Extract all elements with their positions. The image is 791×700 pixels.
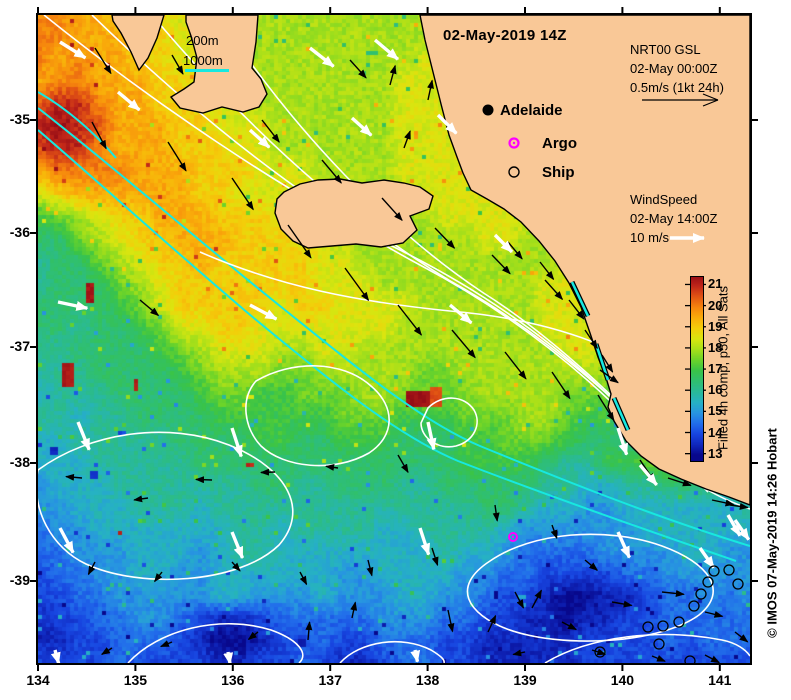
gsl-line3: 0.5m/s (1kt 24h) (630, 80, 724, 95)
argo-legend-label: Argo (542, 135, 577, 152)
x-tick-label: 136 (221, 672, 245, 688)
x-tick-label: 141 (708, 672, 732, 688)
x-tick-label: 135 (123, 672, 148, 688)
x-tick-label: 140 (610, 672, 635, 688)
depth-contour-legend-200m: 200m (186, 33, 219, 48)
x-tick-label: 134 (26, 672, 50, 688)
credit-text: © IMOS 07-May-2019 14:26 Hobart (764, 428, 780, 638)
y-tick-label: -35 (9, 111, 30, 127)
y-tick-label: -37 (9, 338, 30, 354)
colorbar (690, 276, 704, 462)
colorbar-tick-label: 19 (708, 318, 723, 334)
y-tick-label: -38 (9, 454, 30, 470)
x-tick-label: 137 (318, 672, 342, 688)
colorbar-tick-label: 21 (708, 276, 723, 292)
colorbar-tick-label: 18 (708, 339, 723, 355)
plot-border (36, 13, 752, 665)
adelaide-label: Adelaide (500, 102, 563, 119)
colorbar-tick-label: 16 (708, 382, 723, 398)
windspeed-annotation: WindSpeed 02-May 14:00Z 10 m/s (630, 190, 717, 247)
colorbar-tick-label: 15 (708, 403, 723, 419)
depth-contour-legend-1000m: 1000m (183, 53, 223, 68)
gsl-line2: 02-May 00:00Z (630, 61, 718, 76)
wind-line3: 10 m/s (630, 230, 670, 245)
wind-line1: WindSpeed (630, 192, 698, 207)
y-tick-label: -36 (9, 224, 30, 240)
ship-legend-label: Ship (542, 164, 575, 181)
x-tick-label: 138 (415, 672, 440, 688)
map-title: 02-May-2019 14Z (443, 27, 567, 44)
wind-line2: 02-May 14:00Z (630, 211, 718, 226)
y-tick-label: -39 (9, 572, 30, 588)
bathymetry-1000m-line-sample (185, 69, 229, 72)
colorbar-tick-label: 14 (708, 424, 723, 440)
gsl-line1: NRT00 GSL (630, 42, 701, 57)
colorbar-tick-label: 13 (708, 445, 723, 461)
colorbar-tick-label: 17 (708, 361, 723, 377)
colorbar-tick-label: 20 (708, 297, 723, 313)
x-tick-label: 139 (513, 672, 537, 688)
gsl-annotation: NRT00 GSL 02-May 00:00Z 0.5m/s (1kt 24h) (630, 40, 724, 97)
